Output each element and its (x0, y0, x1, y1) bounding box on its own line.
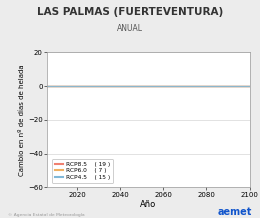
Y-axis label: Cambio en nº de días de helada: Cambio en nº de días de helada (19, 64, 25, 176)
Text: ANUAL: ANUAL (117, 24, 143, 33)
X-axis label: Año: Año (140, 200, 156, 209)
Text: aemet: aemet (218, 207, 252, 217)
Text: LAS PALMAS (FUERTEVENTURA): LAS PALMAS (FUERTEVENTURA) (37, 7, 223, 17)
Text: © Agencia Estatal de Meteorología: © Agencia Estatal de Meteorología (8, 213, 85, 217)
Legend: RCP8.5    ( 19 ), RCP6.0    ( 7 ), RCP4.5    ( 15 ): RCP8.5 ( 19 ), RCP6.0 ( 7 ), RCP4.5 ( 15… (52, 159, 113, 183)
